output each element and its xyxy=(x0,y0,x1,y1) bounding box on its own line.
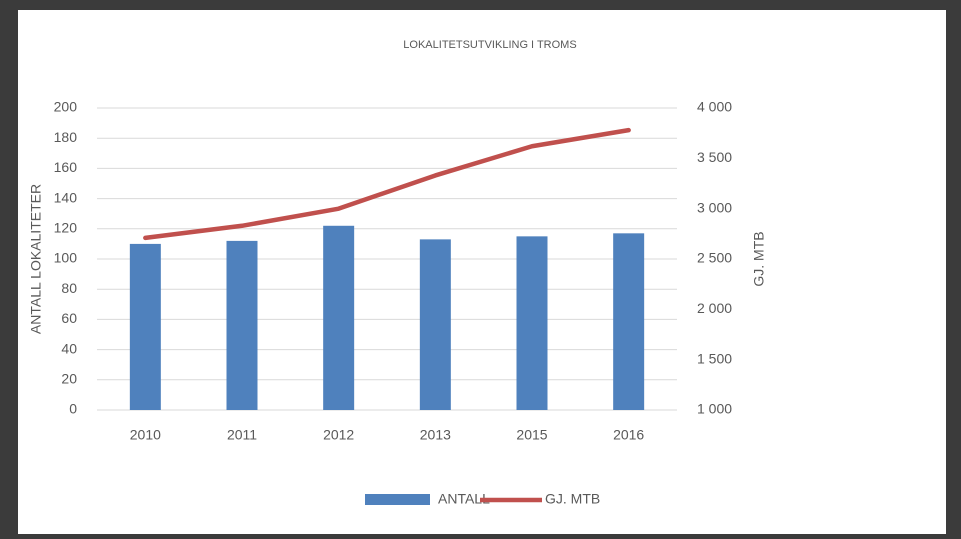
y2-tick-label: 1 500 xyxy=(697,350,732,366)
y2-tick-label: 3 500 xyxy=(697,149,732,165)
x-tick-label: 2012 xyxy=(323,427,354,443)
y-tick-label: 120 xyxy=(54,220,78,236)
y-tick-label: 0 xyxy=(69,401,77,417)
line xyxy=(143,127,631,241)
y-tick-label: 100 xyxy=(54,250,78,266)
y-tick-label: 140 xyxy=(54,189,78,205)
y2-tick-label: 1 000 xyxy=(697,401,732,417)
y2-tick-label: 3 000 xyxy=(697,199,732,215)
x-tick-label: 2011 xyxy=(227,427,257,443)
y2-tick-label: 2 000 xyxy=(697,300,732,316)
bar xyxy=(419,239,451,410)
x-tick-label: 2015 xyxy=(516,427,547,443)
x-tick-label: 2013 xyxy=(420,427,451,443)
chart-title: LOKALITETSUTVIKLING I TROMS xyxy=(403,39,576,51)
y-tick-label: 180 xyxy=(54,129,78,145)
y-tick-label: 160 xyxy=(54,159,78,175)
legend-label: ANTALL xyxy=(438,491,490,507)
x-tick-label: 2010 xyxy=(130,427,161,443)
y-tick-label: 200 xyxy=(54,99,78,115)
chart-panel xyxy=(18,10,946,534)
bar xyxy=(516,236,548,410)
y2-tick-label: 4 000 xyxy=(697,99,732,115)
bar xyxy=(226,240,258,410)
bar xyxy=(129,243,161,410)
legend-swatch xyxy=(365,494,430,505)
legend-label: GJ. MTB xyxy=(545,491,600,507)
y2-axis-label: GJ. MTB xyxy=(751,231,767,286)
x-tick-label: 2016 xyxy=(613,427,644,443)
bar xyxy=(613,233,645,410)
y-tick-label: 20 xyxy=(61,371,77,387)
y2-tick-label: 2 500 xyxy=(697,250,732,266)
y-tick-label: 40 xyxy=(61,340,77,356)
bar xyxy=(323,225,355,410)
y-tick-label: 80 xyxy=(61,280,77,296)
y-tick-label: 60 xyxy=(61,310,77,326)
y-axis-label: ANTALL LOKALITETER xyxy=(28,184,44,334)
